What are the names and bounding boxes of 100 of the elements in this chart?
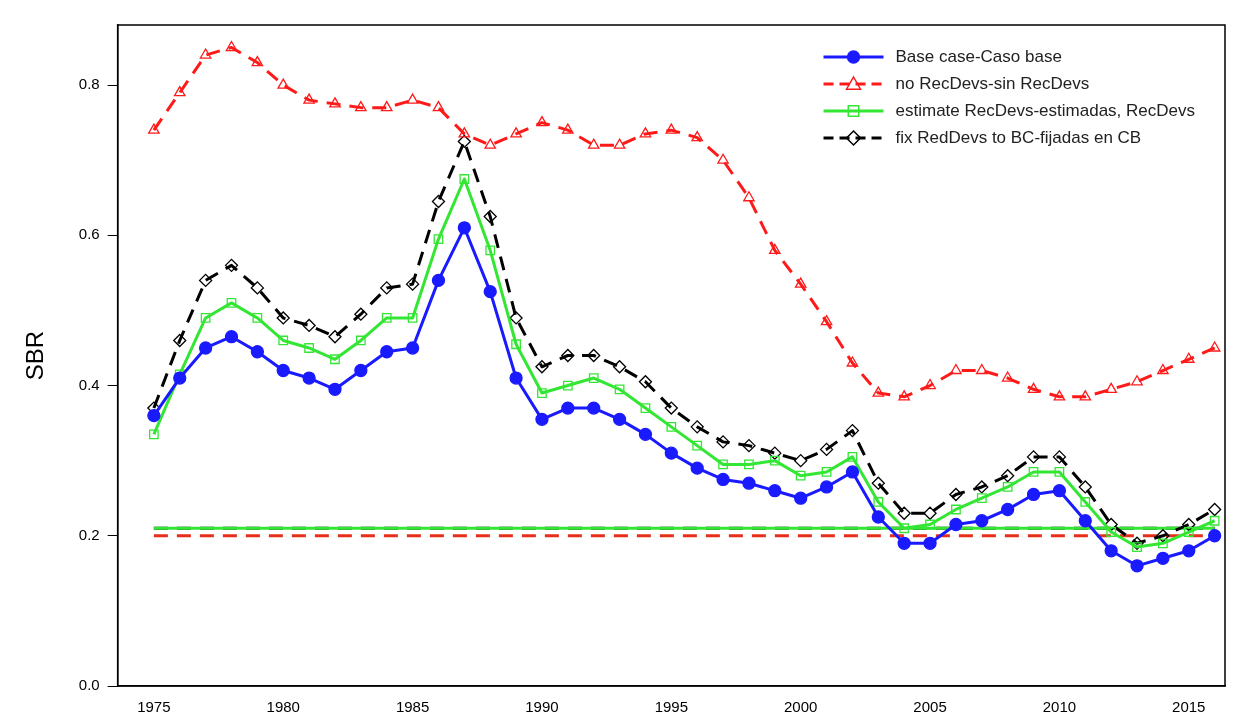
point [898,390,911,401]
point [638,427,653,442]
point [1106,527,1117,537]
point [975,480,989,494]
point [329,97,341,108]
point [457,134,471,149]
point [1052,450,1067,464]
point [251,55,264,67]
point [846,356,859,367]
point [1080,497,1091,507]
point [899,523,910,534]
point [509,311,523,325]
point [690,420,704,434]
point [483,285,497,299]
point [1130,559,1144,573]
point [845,423,860,438]
point [1001,502,1015,517]
point [587,401,601,415]
point [483,209,497,224]
point [431,194,446,209]
legend-label: estimate RecDevs-estimadas, RecDevs [895,100,1195,120]
y-tick-label: 0.8 [78,75,100,93]
point [923,536,937,550]
point [612,412,627,426]
point [250,281,265,295]
point [923,506,937,520]
point [1157,363,1169,375]
point [871,476,885,490]
point [613,138,626,149]
y-tick-label: 0.4 [78,375,100,393]
point [537,388,547,398]
point [1052,484,1067,498]
point [304,343,314,353]
y-axis-title: SBR [21,330,49,381]
point [1158,538,1168,549]
point [718,459,728,470]
point [975,363,988,375]
point [1156,529,1170,543]
point [951,504,961,515]
x-tick-label: 1995 [654,698,689,716]
point [406,93,419,104]
point [587,138,600,149]
point [354,307,368,321]
point [199,48,212,59]
x-tick-label: 2000 [784,698,818,716]
point [1054,467,1065,477]
point [278,335,289,346]
point [198,341,213,355]
point [716,472,730,487]
point [925,519,935,530]
point [407,313,418,323]
point [380,100,393,112]
point [950,363,962,375]
point [224,330,239,344]
point [252,313,263,323]
point [665,123,678,134]
point [250,345,265,359]
point [819,480,834,494]
point [872,386,885,397]
y-tick-label: 0.6 [78,225,100,243]
point [354,363,368,378]
point [742,476,756,490]
point [510,127,522,138]
point [1209,515,1220,526]
point [1078,480,1092,494]
y-tick-label: 0.2 [78,525,100,543]
point [380,281,394,295]
point [897,506,911,520]
legend-label: Base case-Caso base [895,46,1062,66]
point [873,497,884,507]
point [1156,551,1170,565]
point [328,382,342,396]
y-tick-label: 0.0 [78,676,100,694]
point [432,100,445,112]
point [1027,382,1040,393]
point [381,313,392,323]
point [562,380,573,391]
point [173,371,187,385]
point [302,318,316,333]
point [1026,450,1041,464]
point [1208,529,1222,543]
point [768,484,782,498]
point [664,401,678,415]
point [147,408,161,423]
point [845,465,860,479]
point [200,313,211,323]
point [148,123,160,134]
point [1028,467,1039,477]
point [328,330,342,344]
point [405,341,420,355]
point [1183,527,1194,537]
point [664,446,678,460]
point [535,360,549,374]
point [1208,502,1222,517]
point [588,373,599,383]
x-tick-label: 1990 [525,698,559,716]
point [173,333,187,348]
point [1104,544,1118,558]
legend-label: fix RedDevs to BC-fijadas en CB [895,127,1142,147]
point [924,378,936,390]
